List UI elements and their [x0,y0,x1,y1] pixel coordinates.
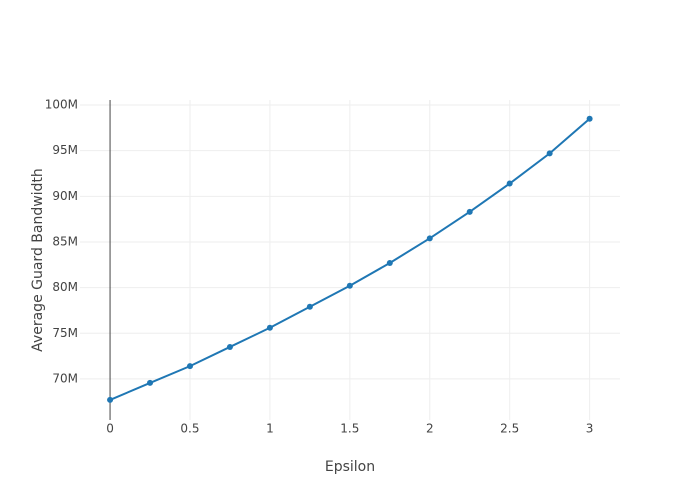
x-tick-label: 0 [106,422,114,436]
x-tick-label: 1 [266,422,274,436]
y-tick-label: 70M [52,371,78,385]
x-tick-label: 0.5 [180,422,199,436]
y-tick-label: 95M [52,143,78,157]
point [266,324,273,331]
point [226,343,233,350]
y-tick-label: 75M [52,326,78,340]
y-axis-title: Average Guard Bandwidth [30,168,46,352]
x-axis-title: Epsilon [325,459,375,475]
point [147,379,154,386]
y-tick-label: 100M [45,98,78,112]
x-tick-label: 1.5 [340,422,359,436]
point [186,363,193,370]
point [546,150,553,157]
x-tick-label: 3 [586,422,594,436]
point [426,235,433,242]
point [386,259,393,266]
point [346,282,353,289]
y-tick-label: 80M [52,280,78,294]
x-tick-label: 2.5 [500,422,519,436]
x-tick-label: 2 [426,422,434,436]
point [107,396,114,403]
point [586,115,593,122]
point [506,180,513,187]
point [306,303,313,310]
y-tick-label: 85M [52,234,78,248]
point [466,208,473,215]
y-tick-label: 90M [52,189,78,203]
